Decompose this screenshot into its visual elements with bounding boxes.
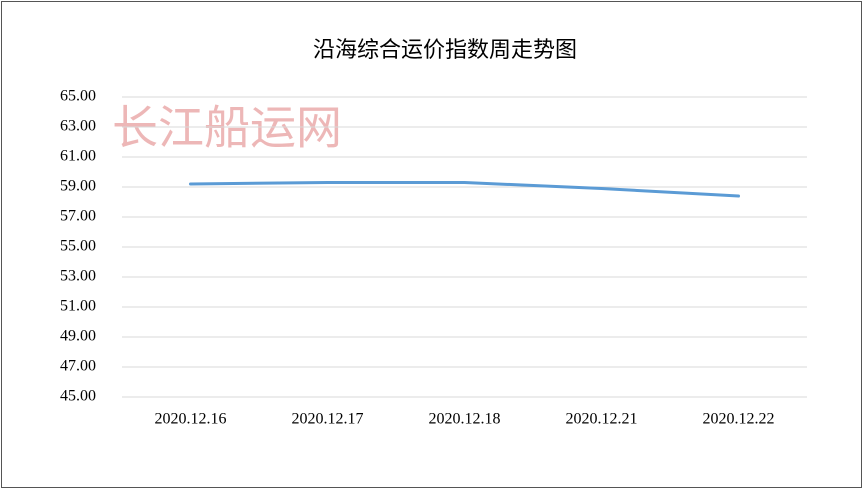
y-tick-label: 53.00 bbox=[60, 268, 96, 285]
y-tick-label: 65.00 bbox=[60, 88, 96, 105]
x-tick-label: 2020.12.21 bbox=[566, 411, 638, 428]
y-tick-label: 57.00 bbox=[60, 208, 96, 225]
x-tick-label: 2020.12.18 bbox=[429, 411, 501, 428]
y-tick-label: 55.00 bbox=[60, 238, 96, 255]
y-tick-label: 47.00 bbox=[60, 358, 96, 375]
y-tick-label: 49.00 bbox=[60, 328, 96, 345]
y-tick-label: 51.00 bbox=[60, 298, 96, 315]
chart-title: 沿海综合运价指数周走势图 bbox=[313, 37, 577, 62]
x-tick-label: 2020.12.16 bbox=[155, 411, 227, 428]
y-tick-label: 59.00 bbox=[60, 178, 96, 195]
y-tick-label: 45.00 bbox=[60, 388, 96, 405]
y-tick-label: 63.00 bbox=[60, 118, 96, 135]
line-series bbox=[189, 181, 740, 198]
x-tick-label: 2020.12.22 bbox=[703, 411, 775, 428]
y-tick-label: 61.00 bbox=[60, 148, 96, 165]
x-tick-label: 2020.12.17 bbox=[292, 411, 364, 428]
